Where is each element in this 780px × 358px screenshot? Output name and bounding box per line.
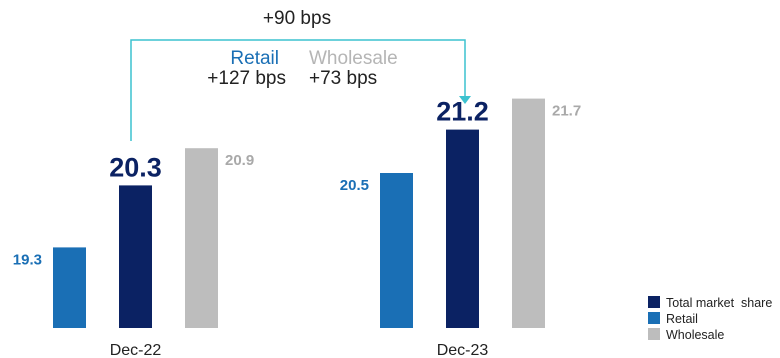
bar-wholesale-dec-23 bbox=[512, 98, 545, 328]
data-label-wholesale-dec-23: 21.7 bbox=[552, 103, 581, 120]
legend-swatch bbox=[648, 312, 660, 324]
legend-label: Total market share bbox=[666, 296, 772, 310]
legend-swatch bbox=[648, 328, 660, 340]
bar-retail-dec-22 bbox=[53, 247, 86, 328]
data-label-retail-dec-23: 20.5 bbox=[340, 177, 369, 194]
change-bracket-line bbox=[130, 39, 466, 141]
bar-wholesale-dec-22 bbox=[185, 148, 218, 328]
change-bracket-arrowhead bbox=[459, 96, 471, 104]
data-label-retail-dec-22: 19.3 bbox=[13, 251, 42, 268]
data-label-total-market-share-dec-23: 21.2 bbox=[436, 97, 489, 127]
legend-label: Retail bbox=[666, 312, 698, 326]
total-change-annotation: +90 bps bbox=[263, 8, 331, 29]
retail-change-label: Retail bbox=[230, 48, 279, 69]
data-label-wholesale-dec-22: 20.9 bbox=[225, 152, 254, 169]
bar-total-market-share-dec-23 bbox=[446, 129, 479, 328]
legend-label: Wholesale bbox=[666, 328, 724, 342]
bar-total-market-share-dec-22 bbox=[119, 185, 152, 328]
wholesale-change-value: +73 bps bbox=[309, 68, 377, 89]
retail-change-value: +127 bps bbox=[207, 68, 286, 89]
x-tick-label: Dec-22 bbox=[110, 342, 162, 358]
bar-retail-dec-23 bbox=[380, 173, 413, 328]
bars-layer: 19.3 20.3 20.9 20.5 21.2 21.7 bbox=[13, 97, 581, 328]
legend: Total market share Retail Wholesale bbox=[648, 296, 772, 342]
x-axis-ticks: Dec-22 Dec-23 bbox=[110, 342, 489, 358]
x-tick-label: Dec-23 bbox=[437, 342, 489, 358]
legend-swatch bbox=[648, 296, 660, 308]
data-label-total-market-share-dec-22: 20.3 bbox=[109, 152, 162, 182]
wholesale-change-label: Wholesale bbox=[309, 48, 398, 69]
